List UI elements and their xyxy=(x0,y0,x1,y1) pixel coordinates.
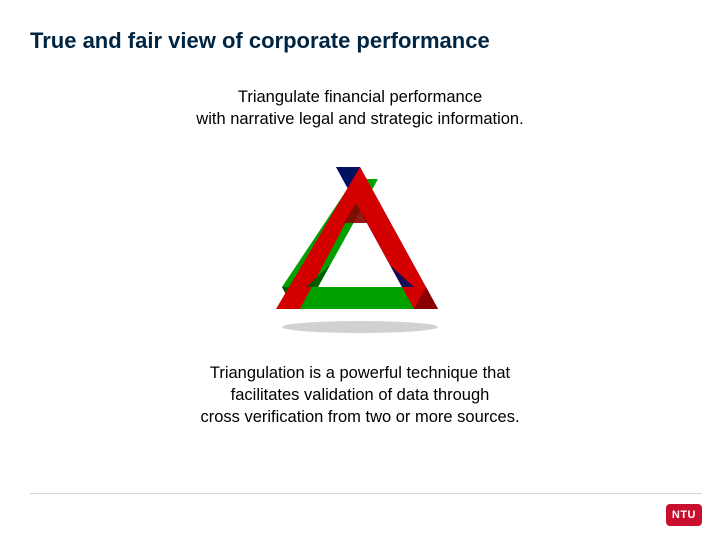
slide-footer: NTU xyxy=(30,493,702,526)
bottom-line: Triangulation is a powerful technique th… xyxy=(210,364,510,382)
ntu-logo-icon: NTU xyxy=(666,504,702,526)
bottom-line: facilitates validation of data through xyxy=(231,386,490,404)
bottom-text-block: Triangulation is a powerful technique th… xyxy=(30,362,690,429)
slide: True and fair view of corporate performa… xyxy=(0,0,720,540)
slide-title: True and fair view of corporate performa… xyxy=(30,28,690,54)
penrose-triangle-icon xyxy=(260,159,460,334)
subtitle-block: Triangulate financial performance with n… xyxy=(30,86,690,131)
subtitle-line: Triangulate financial performance xyxy=(238,88,482,106)
subtitle-line: with narrative legal and strategic infor… xyxy=(196,110,523,128)
bottom-line: cross verification from two or more sour… xyxy=(200,408,519,426)
triangle-figure xyxy=(30,159,690,334)
footer-divider xyxy=(30,493,702,494)
logo-area: NTU xyxy=(30,504,702,526)
